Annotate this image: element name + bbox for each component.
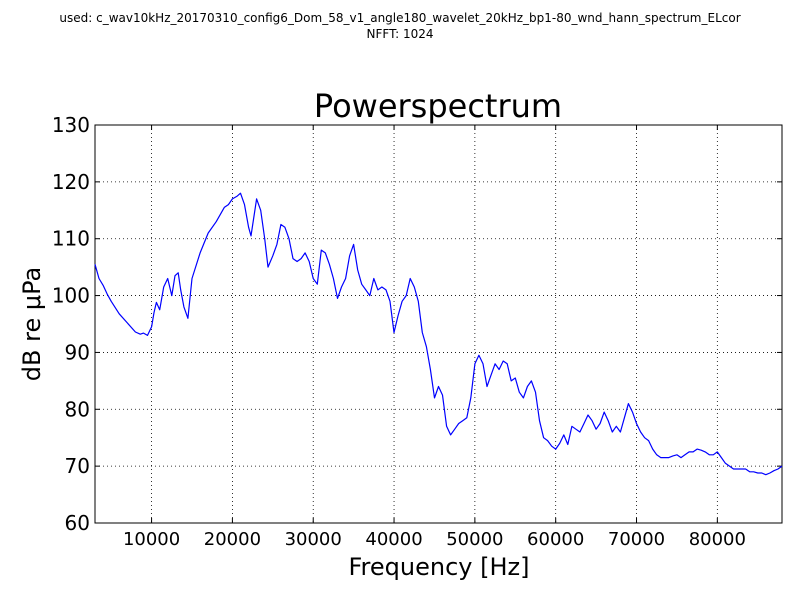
y-tick-label: 80: [65, 397, 90, 421]
x-tick-label: 40000: [365, 529, 422, 550]
spectrum-line: [94, 192, 783, 476]
series-layer: [94, 192, 783, 476]
x-axis-label: Frequency [Hz]: [349, 553, 530, 581]
header-source-line: used: c_wav10kHz_20170310_config6_Dom_58…: [59, 11, 741, 25]
y-tick-label: 130: [52, 113, 90, 137]
header-nfft-line: NFFT: 1024: [366, 27, 434, 41]
figure-header: used: c_wav10kHz_20170310_config6_Dom_58…: [0, 10, 800, 42]
axes-frame: [94, 124, 783, 524]
x-tick-label: 20000: [204, 529, 261, 550]
grid-lines: [95, 125, 782, 523]
x-axis-ticks: 10000 20000 30000 40000 50000 60000 70000 80000: [123, 125, 746, 550]
y-tick-label: 60: [65, 511, 90, 535]
chart-title: Powerspectrum: [314, 87, 562, 125]
y-tick-label: 70: [65, 454, 90, 478]
y-tick-label: 110: [52, 227, 90, 251]
x-tick-label: 70000: [608, 529, 665, 550]
x-tick-label: 50000: [446, 529, 503, 550]
y-axis-ticks: 60 70 80 90 100 110 120 130: [52, 113, 782, 535]
x-tick-label: 80000: [689, 529, 746, 550]
y-tick-label: 90: [65, 340, 90, 364]
x-tick-label: 30000: [285, 529, 342, 550]
x-tick-label: 10000: [123, 529, 180, 550]
y-axis-label: dB re μPa: [18, 267, 46, 381]
plot-area-border: [94, 124, 783, 524]
y-tick-label: 120: [52, 170, 90, 194]
y-tick-label: 100: [52, 284, 90, 308]
x-tick-label: 60000: [527, 529, 584, 550]
